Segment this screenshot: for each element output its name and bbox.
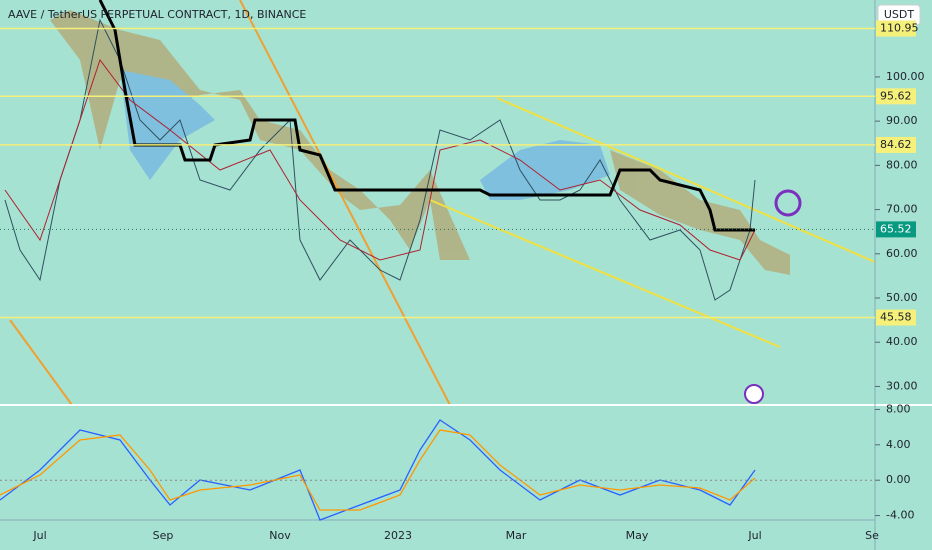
- macd-tick-label: 0.00: [886, 473, 911, 486]
- time-label: Mar: [506, 529, 527, 542]
- price-tick-label: 30.00: [886, 379, 918, 392]
- time-label: Jul: [747, 529, 761, 542]
- macd-tick-label: -4.00: [886, 509, 914, 522]
- last-price-tag: [876, 221, 916, 238]
- event-icon[interactable]: [744, 384, 764, 404]
- macd-line: [0, 419, 756, 521]
- chart-title: AAVE / TetherUS PERPETUAL CONTRACT, 1D, …: [8, 8, 306, 21]
- base-line: [4, 58, 756, 261]
- macd-tick-label: 8.00: [886, 402, 911, 415]
- price-tick-label: 90.00: [886, 114, 918, 127]
- level-label: 95.62: [880, 89, 912, 102]
- trend-line: [9, 319, 73, 406]
- time-label: Sep: [153, 529, 174, 542]
- price-tick-label: 50.00: [886, 291, 918, 304]
- cloud: [50, 10, 790, 275]
- trend-line: [239, 0, 451, 406]
- level-label: 45.58: [880, 311, 912, 324]
- price-tick-label: 70.00: [886, 203, 918, 216]
- level-label: 84.62: [880, 138, 912, 151]
- currency: USDT: [884, 8, 915, 21]
- time-label: Nov: [269, 529, 291, 542]
- level-tag: [876, 309, 916, 326]
- time-label: Jul: [32, 529, 46, 542]
- event-icon[interactable]: [774, 189, 802, 217]
- level-tag: [876, 20, 916, 37]
- signal-line: [0, 429, 756, 511]
- price-tick-label: 80.00: [886, 158, 918, 171]
- time-label: Se: [865, 529, 879, 542]
- level-label: 110.95: [880, 22, 919, 35]
- time-label: May: [626, 529, 649, 542]
- price-line: [4, 18, 756, 301]
- level-tag: [876, 88, 916, 105]
- last-price-label: 65.52: [880, 222, 912, 235]
- level-tag: [876, 136, 916, 153]
- price-tick-label: 40.00: [886, 335, 918, 348]
- price-tick-label: 100.00: [886, 70, 925, 83]
- price-tick-label: 60.00: [886, 247, 918, 260]
- channel-line: [496, 97, 876, 263]
- time-label: 2023: [384, 529, 412, 542]
- macd-tick-label: 4.00: [886, 438, 911, 451]
- channel-line: [429, 199, 781, 348]
